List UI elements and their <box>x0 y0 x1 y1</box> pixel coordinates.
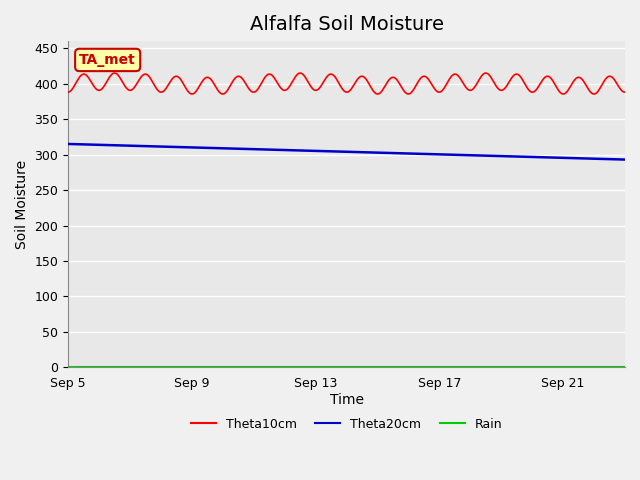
Text: TA_met: TA_met <box>79 53 136 67</box>
Y-axis label: Soil Moisture: Soil Moisture <box>15 160 29 249</box>
Legend: Theta10cm, Theta20cm, Rain: Theta10cm, Theta20cm, Rain <box>186 413 508 436</box>
Title: Alfalfa Soil Moisture: Alfalfa Soil Moisture <box>250 15 444 34</box>
X-axis label: Time: Time <box>330 393 364 407</box>
